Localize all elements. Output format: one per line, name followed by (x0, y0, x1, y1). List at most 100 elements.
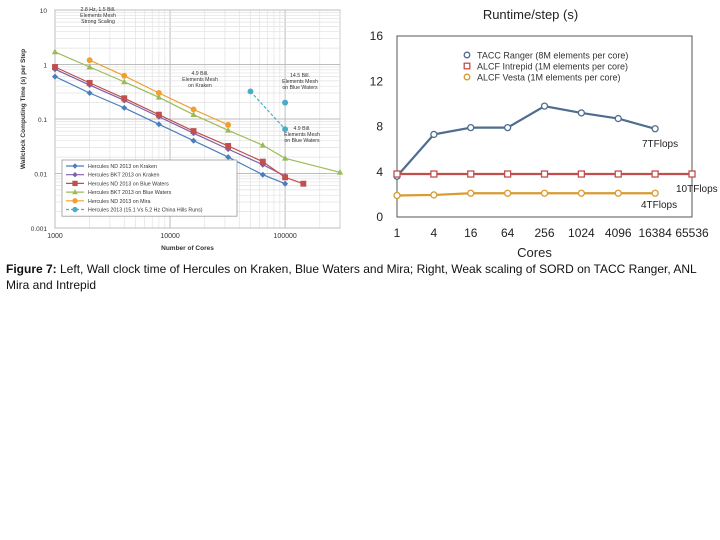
data-point (225, 121, 232, 128)
data-point (614, 170, 622, 178)
data-point (155, 121, 162, 128)
data-point (51, 48, 59, 55)
x-tick-label: 1000 (47, 233, 63, 240)
annotation-line: Elements Mesh (80, 13, 116, 19)
x-tick-label: 100000 (273, 233, 296, 240)
x-tick-label: 256 (534, 226, 554, 240)
data-point (300, 180, 307, 187)
data-point (225, 143, 232, 149)
legend-swatch-marker (72, 189, 78, 195)
series-alcf-vesta-1m-elements-per-core (393, 189, 659, 200)
series-line (396, 192, 656, 197)
series-line (250, 91, 286, 130)
y-tick-label: 1 (43, 63, 47, 70)
y-tick-label: 0.001 (31, 226, 48, 233)
left-chart: 1000 10000 100000 0.001 0.01 0.1 1 10 Number of … (20, 7, 344, 252)
extra-data-point (282, 99, 289, 106)
annotation-line: 4.9 Bill. (191, 71, 208, 77)
data-point (52, 64, 58, 70)
data-point (393, 170, 401, 178)
data-point (51, 73, 59, 80)
legend-label: Hercules ND 2013 on Kraken (88, 164, 157, 170)
data-point (282, 174, 289, 181)
series-hercules-nd-2013-on-kraken (51, 73, 289, 187)
data-point (259, 171, 266, 178)
y-tick-label: 0.1 (38, 117, 47, 124)
legend-swatch-marker (72, 180, 78, 187)
annotation-line: on Kraken (188, 83, 212, 89)
data-point (336, 169, 344, 175)
data-point (467, 189, 475, 197)
chart-annotation: 7TFlops (642, 139, 678, 150)
series-hercules-nd-2013-on-mira (86, 57, 232, 128)
data-point (540, 189, 549, 197)
x-tick-label: 10000 (160, 233, 180, 240)
caption-text: Left, Wall clock time of Hercules on Kra… (6, 262, 697, 292)
right-chart: Runtime/step (s) 0 4 8 12 16 1 4 16 64 256 1024 4096… (370, 7, 718, 260)
legend-label: ALCF Intrepid (1M elements per core) (477, 62, 628, 72)
legend-swatch-marker (72, 171, 78, 178)
legend-label: Hercules BKT 2013 on Kraken (88, 173, 160, 179)
data-point (651, 125, 659, 133)
data-point (225, 154, 232, 161)
x-tick-label: 1024 (568, 226, 595, 240)
legend-label: TACC Ranger (8M elements per core) (477, 51, 628, 61)
data-point (190, 111, 197, 118)
figure-caption: Figure 7: Left, Wall clock time of Hercu… (6, 261, 714, 293)
legend: TACC Ranger (8M elements per core)ALCF I… (463, 51, 628, 83)
y-tick-label: 16 (370, 29, 384, 43)
data-point (577, 109, 586, 117)
x-tick-label: 16384 (638, 226, 672, 240)
y-tick-label: 0.01 (34, 172, 47, 179)
x-tick-label: 64 (501, 226, 515, 240)
caption-label: Figure 7: (6, 262, 57, 276)
annotation-line: Strong Scaling (81, 19, 115, 25)
annotation-line: 4.9 Bill. (293, 126, 310, 132)
legend-label: ALCF Vesta (1M elements per core) (477, 73, 621, 83)
series-alcf-intrepid-1m-elements-per-core (393, 170, 696, 178)
chart-title: Runtime/step (s) (483, 7, 578, 22)
data-point (225, 126, 232, 133)
data-point (577, 189, 586, 197)
data-point (86, 79, 93, 86)
legend-swatch-marker (463, 51, 471, 59)
chart-annotation: 4.9 Bill. Elements Mesh on Blue Waters (284, 126, 320, 144)
chart-annotation: 14.5 Bill. Elements Mesh on Blue Waters (282, 73, 318, 91)
data-point (614, 114, 622, 123)
annotation-line: Elements Mesh (282, 79, 318, 85)
data-point (155, 111, 162, 118)
data-point (688, 170, 696, 178)
data-point (121, 104, 128, 111)
data-point (282, 180, 289, 187)
x-axis-label: Cores (517, 245, 552, 260)
data-point (430, 130, 438, 139)
data-point (540, 170, 549, 178)
legend-label: Hercules 2013 (15.1 Vs 5.2 Hz China Hill… (88, 208, 203, 214)
legend-swatch-marker (72, 206, 78, 213)
data-point (430, 170, 438, 178)
data-point (503, 189, 512, 197)
data-point (467, 170, 475, 178)
y-tick-label: 0 (376, 210, 383, 224)
chart-annotation: 2.8 Hz, 1.5 Bill. Elements Mesh Strong Sca… (80, 7, 116, 25)
series-hercules-bkt-2013-on-blue-waters (51, 48, 344, 175)
y-tick-label: 10 (40, 8, 48, 15)
data-point (121, 95, 128, 102)
legend-label: Hercules ND 2013 on Blue Waters (88, 181, 169, 187)
series-line (54, 68, 286, 177)
series-line (396, 104, 656, 178)
data-point (86, 89, 93, 97)
data-point (577, 170, 586, 178)
data-point (247, 88, 254, 95)
data-point (393, 191, 401, 200)
data-point (155, 93, 163, 100)
x-tick-label: 4096 (605, 226, 632, 240)
x-tick-label: 4 (431, 226, 438, 240)
annotation-line: on Blue Waters (282, 85, 318, 91)
annotation-line: on Blue Waters (284, 138, 320, 144)
data-point (651, 189, 659, 197)
chart-annotation: 10TFlops (676, 184, 718, 195)
legend-swatch-marker (463, 73, 471, 81)
y-tick-label: 4 (376, 165, 383, 179)
data-point (121, 72, 128, 79)
